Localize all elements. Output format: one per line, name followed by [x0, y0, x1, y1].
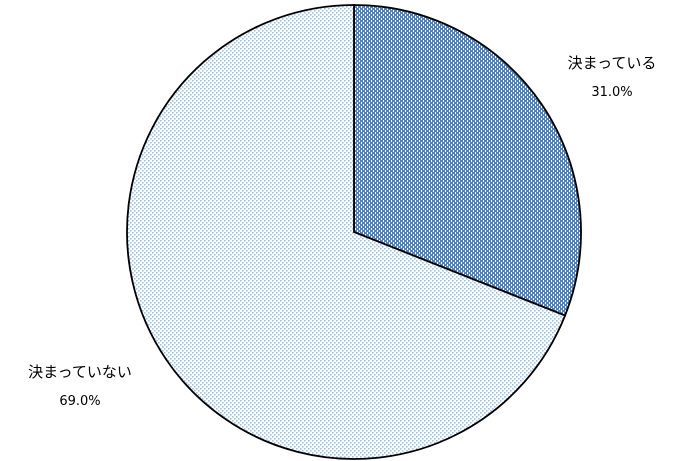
- pie-slice-2: [126, 4, 567, 460]
- slice-label-2: 決まっていない: [28, 363, 132, 381]
- slice-value-label-1: 31.0%: [591, 85, 632, 100]
- slice-label-1: 決まっている: [568, 54, 657, 72]
- pie-labels: 決まっている 31.0% 決まっていない 69.0%: [28, 54, 656, 409]
- pie-slices: [126, 4, 582, 460]
- slice-value-label-2: 69.0%: [59, 394, 100, 409]
- pie-slice-1: [353, 4, 582, 317]
